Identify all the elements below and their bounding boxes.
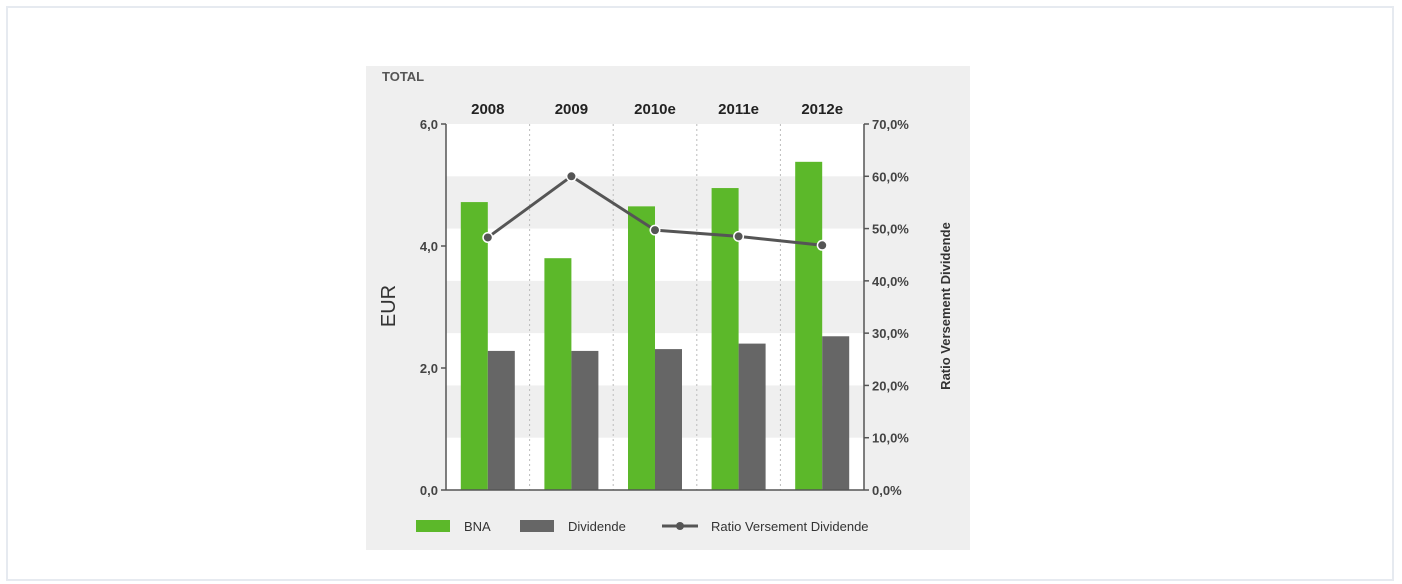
y2-tick-label: 10,0% bbox=[872, 431, 909, 446]
bar-bna-2009 bbox=[544, 258, 572, 490]
bar-dividende-2011e bbox=[738, 343, 766, 490]
y2-tick-label: 0,0% bbox=[872, 483, 902, 498]
legend-label-bna: BNA bbox=[464, 519, 491, 534]
y-tick-label: 2,0 bbox=[420, 361, 438, 376]
category-label-2009: 2009 bbox=[555, 101, 588, 118]
category-label-2008: 2008 bbox=[471, 101, 504, 118]
legend-swatch-bna bbox=[416, 520, 450, 532]
y2-tick-label: 40,0% bbox=[872, 274, 909, 289]
bar-bna-2008 bbox=[460, 202, 488, 490]
page-frame: 0,0 2,0 4,0 6,0 0,0% 10,0% 20,0% 30,0% 40,0% 50,0… bbox=[6, 6, 1394, 581]
y-tick-label: 6,0 bbox=[420, 117, 438, 132]
legend-label-ratio: Ratio Versement Dividende bbox=[711, 519, 869, 534]
ratio-point-2009 bbox=[567, 172, 576, 181]
category-label-2011e: 2011e bbox=[718, 101, 759, 118]
legend-marker-ratio bbox=[676, 522, 684, 530]
y-tick-label: 0,0 bbox=[420, 483, 438, 498]
category-label-2012e: 2012e bbox=[801, 101, 843, 118]
dividend-chart: 0,0 2,0 4,0 6,0 0,0% 10,0% 20,0% 30,0% 40,0% 50,0… bbox=[378, 69, 953, 534]
chart-title: TOTAL bbox=[382, 69, 424, 84]
bar-bna-2012e bbox=[795, 161, 823, 490]
legend-label-dividende: Dividende bbox=[568, 519, 626, 534]
y2-tick-label: 30,0% bbox=[872, 326, 909, 341]
ratio-point-2008 bbox=[483, 233, 492, 242]
ratio-point-2010e bbox=[651, 226, 659, 235]
category-label-2010e: 2010e bbox=[634, 101, 676, 118]
y-tick-label: 4,0 bbox=[420, 239, 438, 254]
bar-dividende-2008 bbox=[487, 350, 515, 490]
y2-tick-label: 20,0% bbox=[872, 378, 909, 393]
bar-dividende-2012e bbox=[822, 336, 850, 490]
y2-axis-label: Ratio Versement Dividende bbox=[938, 222, 953, 390]
y2-tick-label: 70,0% bbox=[872, 117, 909, 132]
bar-bna-2010e bbox=[628, 206, 655, 490]
legend-swatch-dividende bbox=[520, 520, 554, 532]
ratio-point-2012e bbox=[818, 241, 827, 250]
bar-dividende-2009 bbox=[571, 350, 599, 490]
y2-tick-label: 60,0% bbox=[872, 169, 909, 184]
legend: BNA Dividende Ratio Versement Dividende bbox=[416, 519, 869, 534]
y2-tick-label: 50,0% bbox=[872, 222, 909, 237]
ratio-point-2011e bbox=[734, 232, 743, 241]
bar-dividende-2010e bbox=[655, 349, 682, 490]
chart-container: 0,0 2,0 4,0 6,0 0,0% 10,0% 20,0% 30,0% 40,0% 50,0… bbox=[366, 66, 970, 550]
y-axis-label: EUR bbox=[378, 285, 400, 327]
